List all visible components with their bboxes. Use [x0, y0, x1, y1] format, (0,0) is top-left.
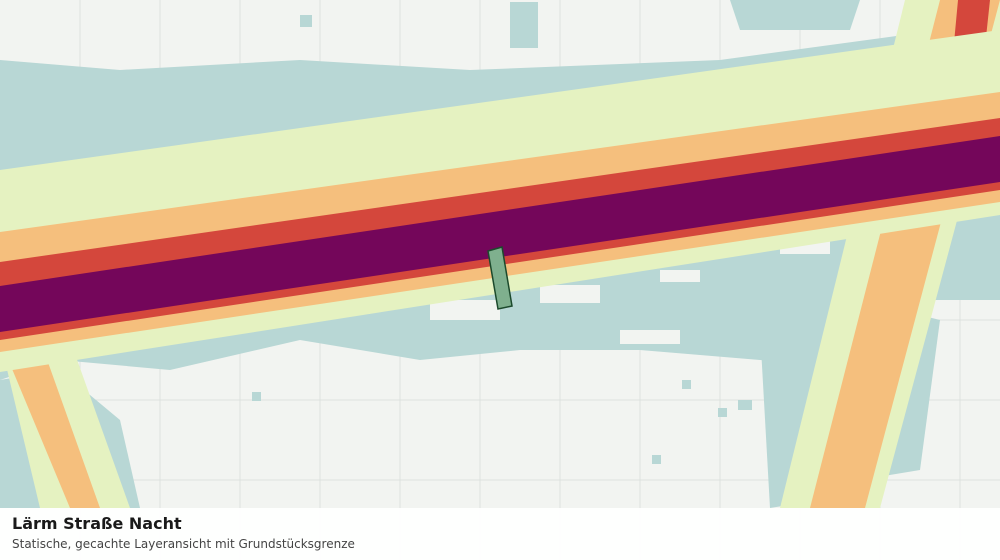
map-title: Lärm Straße Nacht	[12, 514, 182, 533]
noise-level-bands	[0, 0, 1000, 508]
caption: Lärm Straße Nacht Statische, gecachte La…	[0, 508, 1000, 560]
parcel-boundary[interactable]	[487, 246, 513, 310]
map-subtitle: Statische, gecachte Layeransicht mit Gru…	[12, 537, 355, 551]
